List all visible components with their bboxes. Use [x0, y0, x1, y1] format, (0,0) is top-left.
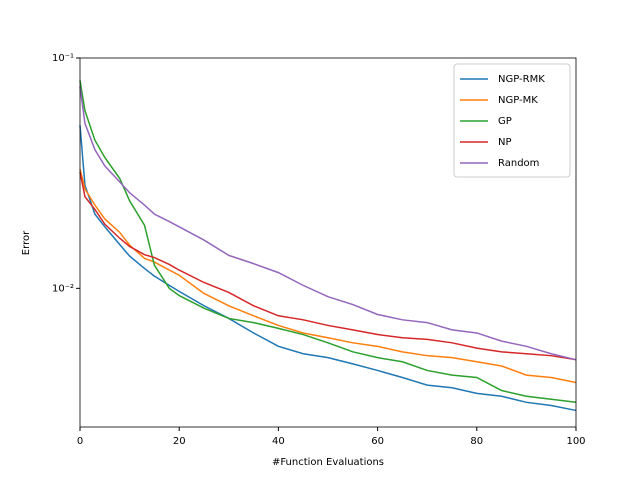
legend-label: GP [498, 116, 512, 127]
x-axis-label: #Function Evaluations [272, 457, 384, 468]
x-tick-label: 100 [566, 436, 585, 447]
legend-label: NGP-RMK [498, 74, 545, 85]
legend-label: NGP-MK [498, 95, 538, 106]
x-tick-label: 80 [470, 436, 483, 447]
y-tick-label: 10⁻¹ [52, 53, 74, 64]
line-series [79, 86, 577, 361]
line-series [79, 171, 577, 361]
legend-box [453, 63, 571, 178]
x-tick-label: 0 [77, 436, 83, 447]
line-series [79, 80, 577, 404]
legend-label: Random [498, 158, 539, 169]
line-series [79, 125, 577, 412]
line-series [79, 168, 577, 384]
x-tick-label: 40 [272, 436, 285, 447]
legend-label: NP [498, 137, 512, 148]
plot-frame [79, 57, 577, 428]
y-tick-label: 10⁻² [52, 283, 74, 294]
x-tick-label: 60 [371, 436, 384, 447]
y-axis-label: Error [21, 230, 32, 255]
x-tick-label: 20 [173, 436, 186, 447]
